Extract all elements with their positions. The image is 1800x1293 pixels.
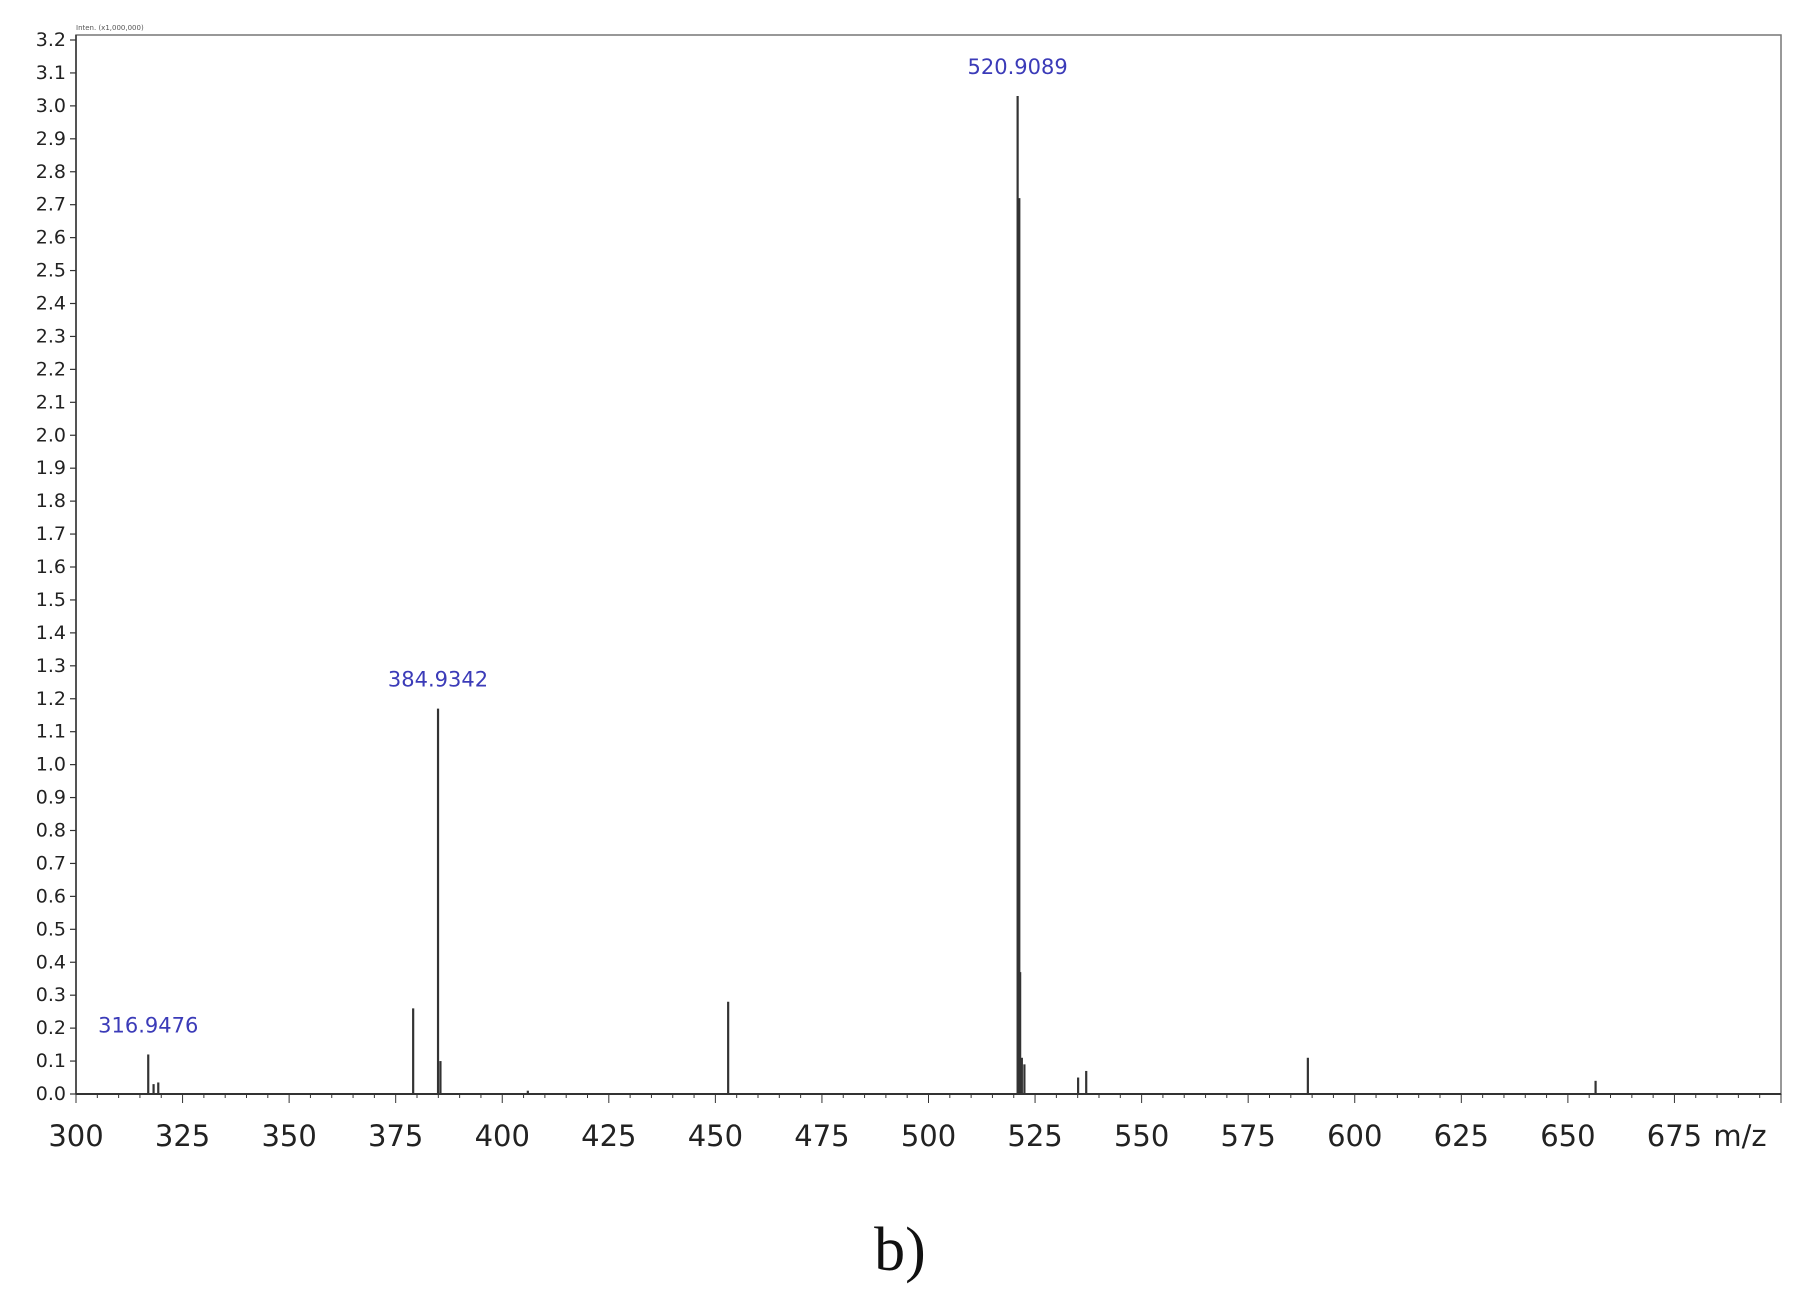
y-tick-label: 2.9 [36,128,66,150]
y-tick-label: 3.1 [36,62,66,84]
peak-label: 520.9089 [968,55,1068,79]
y-tick-label: 1.5 [36,589,66,611]
y-tick-label: 2.5 [36,260,66,282]
y-tick-label: 1.3 [36,655,66,677]
y-tick-label: 0.4 [36,951,66,973]
intensity-header: Inten. (x1,000,000) [76,24,144,32]
x-tick-label: 625 [1434,1119,1489,1153]
y-tick-label: 3.2 [36,29,66,51]
x-tick-label: 525 [1007,1119,1062,1153]
y-tick-label: 2.8 [36,161,66,183]
x-tick-label: 300 [48,1119,103,1153]
peaks-series [147,95,1597,1094]
y-tick-label: 1.4 [36,622,66,644]
y-tick-label: 2.1 [36,391,66,413]
x-tick-label: 400 [475,1119,530,1153]
mass-spectrum-chart: Inten. (x1,000,000) 0.00.10.20.30.40.50.… [36,24,1782,1153]
y-tick-label: 2.7 [36,194,66,216]
x-tick-label: 600 [1327,1119,1382,1153]
plot-frame [75,34,1782,1095]
y-tick-label: 3.0 [36,95,66,117]
y-tick-label: 1.7 [36,523,66,545]
y-tick-label: 0.8 [36,820,66,842]
y-tick-label: 0.3 [36,984,66,1006]
y-tick-label: 2.6 [36,227,66,249]
y-tick-label: 0.0 [36,1083,66,1105]
y-tick-label: 2.4 [36,293,66,315]
y-tick-label: 2.0 [36,424,66,446]
y-tick-label: 1.8 [36,490,66,512]
x-tick-label: 475 [794,1119,849,1153]
y-tick-label: 0.5 [36,918,66,940]
y-tick-label: 0.1 [36,1050,66,1072]
x-tick-label: 350 [261,1119,316,1153]
x-tick-label: 425 [581,1119,636,1153]
x-axis-label: m/z [1713,1119,1766,1153]
peak-label: 316.9476 [98,1013,198,1037]
x-tick-label: 575 [1221,1119,1276,1153]
y-tick-label: 0.9 [36,787,66,809]
y-axis: 0.0 0.1 0.2 0.3 0.4 0.5 0.6 0.7 0.8 0.9 1.0 1.1 1.2 1… [36,29,77,1105]
x-tick-label: 675 [1647,1119,1702,1153]
figure-caption: b) [874,1216,926,1284]
x-tick-label: 325 [155,1119,210,1153]
y-tick-label: 1.9 [36,457,66,479]
y-tick-label: 0.2 [36,1017,66,1039]
x-tick-label: 550 [1114,1119,1169,1153]
y-tick-label: 1.1 [36,721,66,743]
y-tick-label: 2.3 [36,325,66,347]
y-tick-label: 0.6 [36,885,66,907]
y-tick-label: 1.6 [36,556,66,578]
x-tick-label: 500 [901,1119,956,1153]
peak-labels: 316.9476 384.9342 520.9089 [98,55,1068,1037]
y-tick-label: 2.2 [36,358,66,380]
x-tick-label: 650 [1540,1119,1595,1153]
x-tick-label: 375 [368,1119,423,1153]
y-tick-label: 0.7 [36,852,66,874]
peak-label: 384.9342 [388,668,488,692]
x-tick-label: 450 [688,1119,743,1153]
x-axis: 300 325 350 375 400 425 450 475 500 525 550 575 600 6… [48,1093,1782,1153]
y-tick-label: 1.0 [36,754,66,776]
y-tick-label: 1.2 [36,688,66,710]
